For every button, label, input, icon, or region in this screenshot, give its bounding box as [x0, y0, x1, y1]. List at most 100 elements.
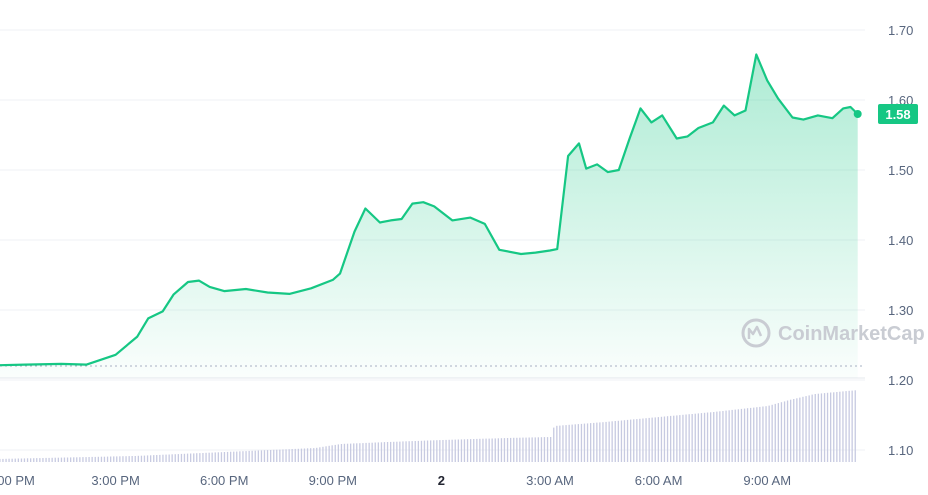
volume-bar-36	[106, 456, 109, 462]
volume-bar-217	[663, 416, 666, 462]
volume-bar-219	[670, 415, 672, 462]
volume-bar-233	[713, 412, 715, 462]
volume-bar-35	[103, 456, 106, 462]
volume-bar-5	[11, 458, 13, 462]
volume-bar-72	[217, 452, 219, 462]
volume-bar-246	[753, 407, 755, 462]
volume-bar-176	[537, 437, 539, 462]
volume-bar-73	[220, 452, 223, 462]
volume-bar-117	[356, 443, 358, 462]
volume-bar-144	[439, 440, 441, 462]
volume-bar-245	[750, 407, 752, 462]
volume-bar-189	[577, 424, 579, 462]
volume-bar-33	[97, 456, 99, 462]
y-tick-label-5: 1.20	[888, 373, 913, 388]
volume-bar-276	[845, 391, 847, 462]
volume-bar-250	[765, 406, 767, 462]
volume-bar-136	[414, 441, 416, 462]
x-tick-label-4: 2	[438, 473, 445, 488]
volume-bar-278	[851, 390, 853, 462]
current-price-dot	[853, 110, 862, 118]
volume-bar-154	[470, 439, 472, 462]
volume-bar-173	[528, 437, 530, 462]
volume-bar-131	[399, 441, 401, 462]
volume-bar-213	[651, 417, 653, 462]
volume-bar-270	[826, 392, 829, 462]
volume-bar-114	[346, 443, 349, 462]
volume-bar-214	[654, 417, 656, 462]
volume-bar-65	[196, 453, 198, 462]
volume-bar-203	[620, 420, 623, 462]
volume-bar-202	[617, 420, 619, 462]
volume-bar-113	[343, 443, 346, 462]
volume-bar-29	[85, 457, 87, 462]
volume-bar-240	[734, 409, 736, 462]
volume-bar-195	[596, 422, 598, 462]
volume-bar-277	[848, 390, 850, 462]
volume-bar-34	[100, 456, 103, 462]
volume-bar-62	[186, 453, 189, 462]
volume-bar-275	[842, 391, 844, 462]
volume-bar-174	[531, 437, 533, 462]
volume-bar-13	[36, 458, 38, 462]
volume-bar-27	[79, 457, 81, 462]
volume-bar-112	[340, 444, 343, 462]
volume-bar-200	[611, 421, 613, 462]
volume-bar-97	[294, 448, 296, 462]
volume-bar-269	[823, 393, 826, 462]
volume-bar-54	[162, 454, 164, 462]
volume-bar-9	[23, 458, 26, 462]
volume-bar-184	[562, 425, 564, 462]
volume-bar-126	[383, 442, 386, 462]
volume-bar-266	[814, 394, 816, 462]
volume-bar-185	[565, 425, 567, 462]
volume-bar-84	[254, 450, 256, 462]
volume-bar-178	[543, 437, 546, 462]
volume-bar-111	[337, 444, 339, 462]
volume-bar-259	[793, 399, 795, 462]
volume-bar-210	[642, 418, 644, 462]
volume-bar-3	[5, 458, 7, 462]
volume-bar-47	[140, 455, 143, 462]
volume-bar-127	[386, 442, 389, 462]
volume-bar-199	[608, 421, 610, 462]
volume-bar-241	[737, 409, 739, 462]
volume-bar-252	[771, 404, 773, 462]
volume-bar-242	[740, 408, 743, 462]
y-tick-label-3: 1.40	[888, 233, 913, 248]
volume-bar-207	[633, 419, 635, 462]
volume-bar-211	[645, 418, 647, 462]
volume-bar-201	[614, 421, 616, 462]
volume-bar-76	[230, 451, 232, 462]
volume-bar-15	[42, 458, 44, 462]
volume-bar-102	[310, 448, 312, 462]
volume-bar-234	[716, 411, 718, 462]
volume-bar-57	[171, 454, 173, 462]
volume-bar-46	[137, 455, 139, 462]
volume-bar-64	[193, 453, 195, 462]
volume-bar-24	[70, 457, 72, 462]
volume-bar-79	[239, 451, 241, 462]
volume-bar-68	[205, 452, 207, 462]
volume-bar-248	[759, 406, 761, 462]
volume-bar-40	[119, 456, 121, 462]
volume-bar-253	[774, 403, 776, 462]
volume-bar-205	[626, 419, 629, 462]
volume-bar-89	[270, 450, 272, 462]
volume-bar-181	[553, 427, 555, 462]
volume-bar-135	[411, 441, 413, 462]
volume-bar-104	[316, 447, 318, 462]
price-area-fill	[0, 54, 858, 378]
volume-bar-52	[156, 455, 158, 462]
x-tick-label-3: 9:00 PM	[309, 473, 357, 488]
volume-bar-110	[334, 444, 336, 462]
volume-bar-179	[546, 437, 549, 462]
volume-bar-107	[325, 446, 327, 462]
volume-bar-251	[768, 405, 770, 462]
volume-bar-71	[214, 452, 216, 462]
volume-bar-95	[288, 449, 290, 462]
volume-bar-267	[817, 393, 819, 462]
x-tick-label-2: 6:00 PM	[200, 473, 248, 488]
volume-bar-209	[639, 418, 641, 462]
volume-bar-10	[26, 458, 29, 462]
